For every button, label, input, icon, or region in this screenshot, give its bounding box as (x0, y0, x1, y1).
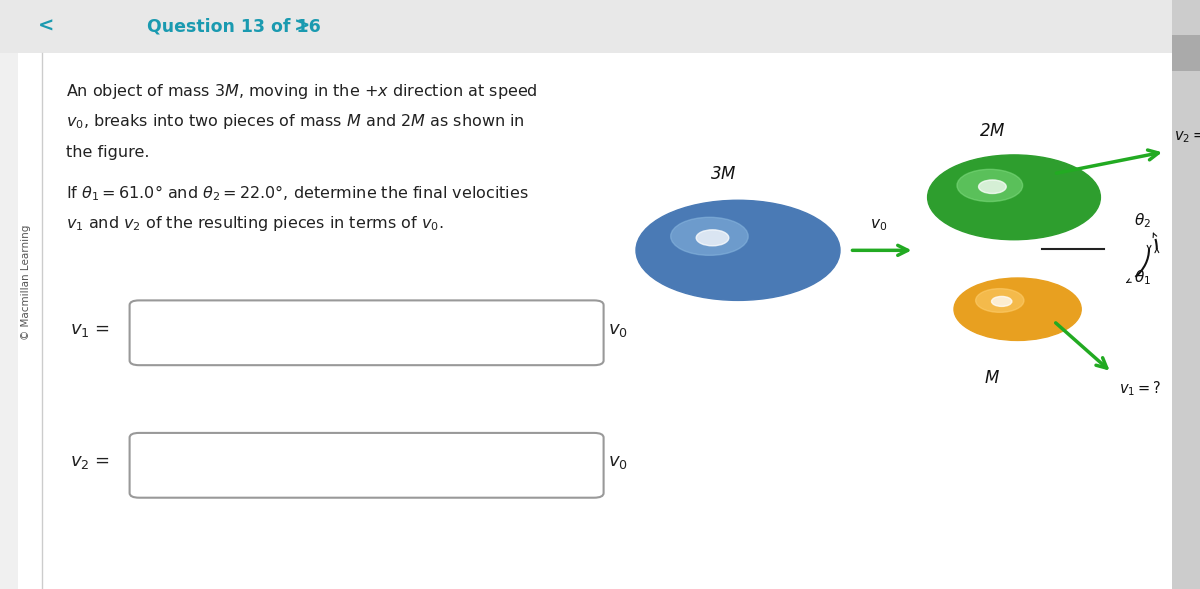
Text: >: > (294, 17, 311, 36)
Text: $\mathit{v}_2 = ?$: $\mathit{v}_2 = ?$ (1175, 126, 1200, 145)
Circle shape (671, 217, 749, 256)
Text: $\mathit{v}_0$: $\mathit{v}_0$ (870, 217, 887, 233)
Text: 2$\mathit{M}$: 2$\mathit{M}$ (979, 122, 1006, 140)
Text: Question 13 of 16: Question 13 of 16 (148, 18, 320, 35)
Text: $\mathit{v}_1 = ?$: $\mathit{v}_1 = ?$ (1118, 379, 1162, 398)
Text: <: < (37, 17, 54, 36)
FancyBboxPatch shape (0, 0, 1200, 53)
FancyBboxPatch shape (1172, 0, 1200, 589)
Text: $\theta_1$: $\theta_1$ (1134, 269, 1151, 287)
Text: $\mathit{M}$: $\mathit{M}$ (984, 369, 1000, 387)
Text: $\mathit{v}_1$ and $\mathit{v}_2$ of the resulting pieces in terms of $\mathit{v: $\mathit{v}_1$ and $\mathit{v}_2$ of the… (66, 214, 444, 233)
Text: If $\theta_1 = 61.0°$ and $\theta_2 = 22.0°$, determine the final velocities: If $\theta_1 = 61.0°$ and $\theta_2 = 22… (66, 183, 529, 203)
Text: $\mathit{v}_0$, breaks into two pieces of mass $\mathit{M}$ and 2$\mathit{M}$ as: $\mathit{v}_0$, breaks into two pieces o… (66, 112, 524, 131)
Circle shape (928, 155, 1100, 240)
Text: $\mathit{v}_0$: $\mathit{v}_0$ (608, 454, 629, 471)
FancyBboxPatch shape (130, 433, 604, 498)
Circle shape (991, 296, 1012, 306)
FancyBboxPatch shape (18, 53, 1172, 589)
Circle shape (954, 278, 1081, 340)
Circle shape (956, 169, 1022, 201)
Text: 3$\mathit{M}$: 3$\mathit{M}$ (710, 165, 737, 183)
Text: $\mathit{v}_2$ =: $\mathit{v}_2$ = (70, 454, 109, 471)
Text: An object of mass 3$\mathit{M}$, moving in the +$\mathit{x}$ direction at speed: An object of mass 3$\mathit{M}$, moving … (66, 82, 538, 101)
Circle shape (976, 289, 1024, 312)
FancyBboxPatch shape (1172, 35, 1200, 71)
Circle shape (978, 180, 1007, 194)
Text: $\mathit{v}_0$: $\mathit{v}_0$ (608, 321, 629, 339)
FancyBboxPatch shape (130, 300, 604, 365)
Circle shape (636, 200, 840, 300)
Text: $\theta_2$: $\theta_2$ (1134, 211, 1151, 230)
Text: © Macmillan Learning: © Macmillan Learning (22, 225, 31, 340)
Text: $\mathit{v}_1$ =: $\mathit{v}_1$ = (70, 321, 109, 339)
Text: the figure.: the figure. (66, 145, 150, 160)
Circle shape (696, 230, 728, 246)
